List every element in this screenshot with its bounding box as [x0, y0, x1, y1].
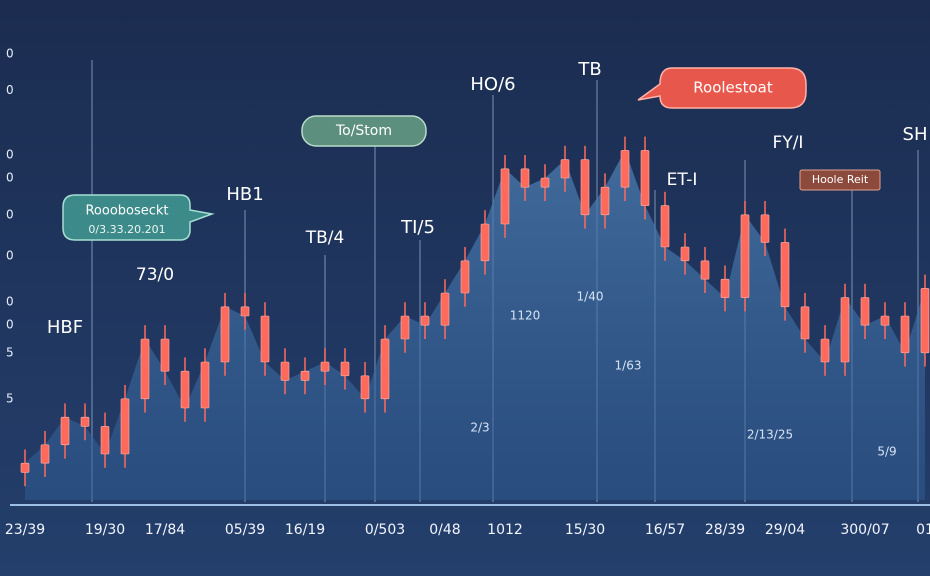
candle-body: [460, 260, 470, 294]
candle-body: [520, 168, 530, 188]
callout-box: [301, 115, 427, 147]
candle-body: [660, 205, 670, 248]
x-tick-label: 28/39: [705, 522, 745, 538]
annotation: 1/63: [615, 359, 642, 373]
candle-body: [840, 297, 850, 363]
callout-box: [637, 67, 807, 109]
x-tick-label: 01: [916, 522, 930, 538]
candle-body: [240, 306, 250, 317]
callout-text: 0/3.33.20.201: [88, 223, 165, 236]
callout-box: [62, 194, 215, 241]
x-tick-label: 300/07: [840, 522, 889, 538]
annotation: 1120: [510, 309, 541, 323]
candle-body: [720, 278, 730, 298]
candle-body: [780, 242, 790, 308]
annotation: 73/0: [136, 265, 174, 285]
x-tick-label: 19/30: [85, 522, 125, 538]
x-tick-label: 17/84: [145, 522, 185, 538]
candle-body: [300, 370, 310, 381]
y-tick-label: 0: [6, 295, 14, 309]
candle-body: [540, 177, 550, 188]
candle-body: [740, 214, 750, 298]
candle-body: [920, 288, 930, 354]
candle-body: [380, 338, 390, 400]
candle-body: [400, 315, 410, 340]
x-tick-label: 05/39: [225, 522, 265, 538]
annotation: HBF: [47, 317, 83, 338]
y-tick-label: 0: [6, 171, 14, 185]
candle-body: [280, 361, 290, 381]
x-tick-label: 23/39: [5, 522, 45, 538]
callout-text: Roooboseckt: [85, 204, 168, 219]
candle-body: [800, 306, 810, 340]
callout-text: Roolestoat: [693, 79, 773, 97]
candle-body: [700, 260, 710, 280]
y-tick-label: 0: [6, 249, 14, 263]
candle-body: [580, 159, 590, 216]
candle-body: [440, 292, 450, 326]
area: [25, 150, 925, 500]
candle-body: [640, 150, 650, 206]
x-tick-label: 29/04: [765, 522, 805, 538]
annotation: TB: [577, 59, 601, 80]
x-tick-label: 16/57: [645, 522, 685, 538]
candle-body: [220, 306, 230, 363]
candle-body: [680, 246, 690, 262]
annotation: 2/3: [470, 421, 489, 435]
candle-body: [900, 315, 910, 354]
annotation: HB1: [226, 184, 263, 205]
annotation: 1/40: [577, 290, 604, 304]
y-tick-label: 0: [6, 46, 14, 60]
annotation: SH: [903, 124, 928, 145]
x-tick-label: 16/19: [285, 522, 325, 538]
annotation: HO/6: [470, 74, 515, 95]
candle-body: [360, 375, 370, 400]
y-tick-label: 0: [6, 318, 14, 332]
candle-body: [100, 426, 110, 455]
candle-body: [200, 361, 210, 409]
y-tick-label: 5: [6, 391, 14, 405]
candle-body: [60, 416, 70, 446]
candle-body: [760, 214, 770, 243]
annotation: 2/13/25: [747, 428, 793, 442]
annotation: TB/4: [305, 228, 345, 248]
candle-body: [260, 315, 270, 363]
candle-body: [560, 159, 570, 179]
callout-text: To/Stom: [335, 123, 392, 139]
annotation: FY/I: [773, 133, 804, 153]
candle-body: [160, 338, 170, 372]
candle-body: [20, 462, 30, 473]
candle-body: [600, 186, 610, 216]
annotation: 5/9: [877, 445, 896, 459]
y-tick-label: 5: [6, 345, 14, 359]
x-tick-label: 15/30: [565, 522, 605, 538]
candle-body: [620, 150, 630, 188]
candle-body: [40, 444, 50, 464]
candle-body: [80, 416, 90, 427]
callout-box: [799, 169, 881, 191]
candle-body: [420, 315, 430, 326]
candle-body: [120, 398, 130, 455]
candle-body: [180, 370, 190, 409]
x-tick-label: 0/48: [429, 522, 460, 538]
annotation: ET-I: [667, 170, 698, 190]
y-tick-label: 0: [6, 207, 14, 221]
x-tick-label: 1012: [487, 522, 523, 538]
x-tick-label: 0/503: [365, 522, 405, 538]
candle-body: [860, 297, 870, 326]
candle-body: [880, 315, 890, 326]
annotation: TI/5: [400, 217, 435, 238]
candle-body: [320, 361, 330, 372]
candle-body: [500, 168, 510, 225]
candle-body: [340, 361, 350, 377]
y-tick-label: 0: [6, 83, 14, 97]
callout-text: Hoole Reit: [812, 173, 869, 186]
y-tick-label: 0: [6, 148, 14, 162]
candle-body: [820, 338, 830, 363]
candle-body: [480, 223, 490, 262]
candle-body: [140, 338, 150, 400]
